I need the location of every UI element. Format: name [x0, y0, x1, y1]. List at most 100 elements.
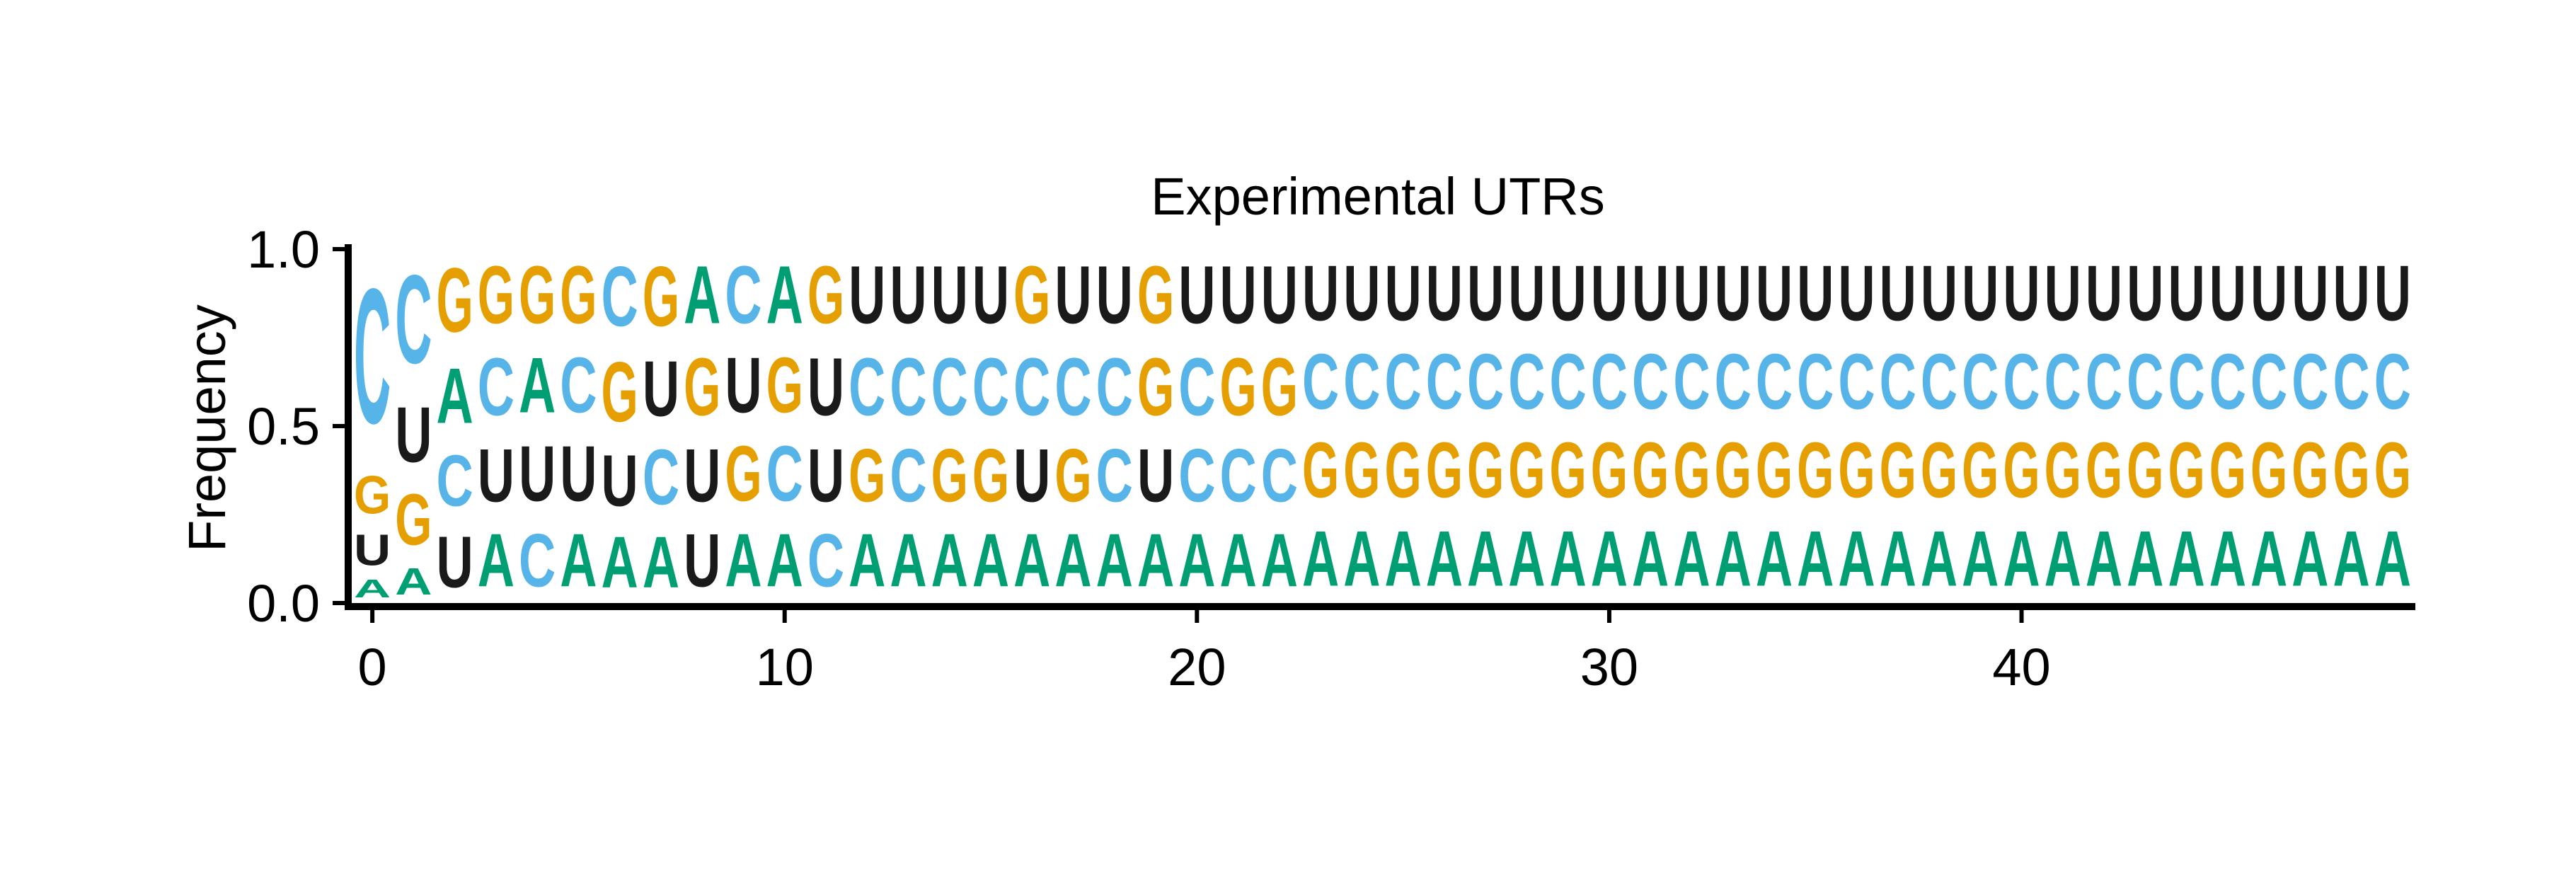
logo-letter-A: A — [602, 522, 638, 602]
logo-letter-C: C — [1096, 433, 1133, 518]
chart-title: Experimental UTRs — [1151, 167, 1605, 226]
logo-letter-A: A — [643, 522, 679, 602]
logo-letter-G: G — [1054, 432, 1091, 517]
logo-letter-U: U — [2003, 249, 2040, 338]
logo-letter-U: U — [2127, 249, 2163, 338]
logo-letter-U: U — [1508, 249, 1545, 338]
logo-letter-A: A — [684, 249, 720, 341]
logo-letter-C: C — [1013, 341, 1050, 433]
logo-letter-C: C — [849, 341, 885, 433]
logo-letter-G: G — [2333, 426, 2369, 515]
logo-letter-C: C — [1343, 338, 1380, 426]
logo-letter-U: U — [354, 526, 391, 575]
logo-letter-C: C — [1880, 338, 1916, 426]
logo-letter-G: G — [1385, 426, 1422, 515]
logo-letter-U: U — [1426, 249, 1463, 338]
logo-letter-A: A — [1673, 515, 1710, 603]
logo-letter-A: A — [1591, 515, 1628, 603]
logo-letter-G: G — [437, 249, 473, 351]
logo-letter-A: A — [931, 518, 968, 603]
logo-letter-A: A — [1797, 515, 1834, 603]
logo-letter-C: C — [519, 518, 556, 603]
logo-letter-U: U — [807, 341, 844, 433]
logo-letter-G: G — [1550, 426, 1587, 515]
logo-letter-C: C — [1219, 433, 1256, 518]
logo-letter-G: G — [1219, 341, 1256, 433]
y-tick-label: 0.5 — [247, 397, 320, 456]
logo-letter-A: A — [2374, 515, 2411, 603]
logo-letter-C: C — [2168, 338, 2204, 426]
logo-letter-A: A — [890, 518, 926, 603]
logo-letter-U: U — [1756, 249, 1793, 338]
logo-letter-C: C — [1591, 338, 1628, 426]
logo-letter-C: C — [354, 249, 391, 464]
logo-letter-G: G — [1838, 426, 1875, 515]
logo-letter-A: A — [1756, 515, 1793, 603]
logo-letter-U: U — [1385, 249, 1422, 338]
logo-letter-C: C — [1673, 338, 1710, 426]
logo-letter-A: A — [354, 575, 391, 603]
logo-letter-U: U — [1302, 249, 1339, 338]
logo-letter-G: G — [2127, 426, 2163, 515]
x-tick-label: 0 — [358, 638, 387, 696]
logo-letter-C: C — [1385, 338, 1422, 426]
logo-letter-C: C — [643, 433, 679, 522]
logo-letter-G: G — [1962, 426, 1999, 515]
logo-letter-U: U — [1178, 249, 1215, 341]
logo-letter-A: A — [2209, 515, 2246, 603]
logo-letter-U: U — [2374, 249, 2411, 338]
logo-letter-C: C — [1178, 433, 1215, 518]
y-tick-label: 0.0 — [247, 574, 320, 633]
logo-letter-C: C — [972, 341, 1009, 433]
logo-letter-C: C — [1797, 338, 1834, 426]
logo-letter-U: U — [519, 430, 556, 518]
logo-letter-C: C — [766, 430, 803, 518]
logo-letter-U: U — [1550, 249, 1587, 338]
logo-letter-A: A — [1632, 515, 1669, 603]
x-tick-label: 30 — [1580, 638, 1638, 696]
logo-letter-G: G — [2168, 426, 2204, 515]
logo-letter-A: A — [2003, 515, 2040, 603]
x-tick-label: 40 — [1992, 638, 2050, 696]
logo-letter-A: A — [560, 518, 597, 603]
logo-letter-G: G — [1137, 249, 1174, 341]
logo-letter-C: C — [2333, 338, 2369, 426]
logo-letter-C: C — [931, 341, 968, 433]
logo-letter-U: U — [1591, 249, 1628, 338]
y-axis-label: Frequency — [178, 304, 236, 552]
logo-letter-G: G — [1302, 426, 1339, 515]
axes — [345, 244, 2415, 610]
logo-letter-G: G — [643, 249, 679, 345]
logo-letter-G: G — [1673, 426, 1710, 515]
logo-letter-A: A — [1261, 518, 1298, 603]
logo-letter-G: G — [1343, 426, 1380, 515]
logo-letter-C: C — [725, 249, 761, 341]
logo-letter-G: G — [354, 466, 391, 526]
logo-letter-A: A — [1096, 518, 1133, 603]
logo-letter-U: U — [1921, 249, 1957, 338]
logo-letter-A: A — [1962, 515, 1999, 603]
logo-letter-U: U — [437, 522, 473, 602]
logo-letter-C: C — [2292, 338, 2328, 426]
logo-letter-U: U — [2250, 249, 2287, 338]
logo-letter-U: U — [2333, 249, 2369, 338]
logo-letter-A: A — [2045, 515, 2081, 603]
logo-letter-U: U — [2292, 249, 2328, 338]
plot-area: AUGCAGUCUCAGAUCGCUAGAUCGAUGCACUGUUGAAGUC… — [354, 249, 2411, 604]
logo-letter-C: C — [1508, 338, 1545, 426]
logo-letter-C: C — [2127, 338, 2163, 426]
logo-letter-A: A — [1880, 515, 1916, 603]
logo-letter-G: G — [766, 341, 803, 430]
logo-letter-G: G — [725, 430, 761, 518]
logo-letter-G: G — [931, 432, 968, 517]
logo-letter-U: U — [849, 249, 885, 341]
logo-letter-A: A — [1343, 515, 1380, 603]
logo-letter-C: C — [1302, 338, 1339, 426]
logo-letter-A: A — [437, 352, 473, 440]
logo-letter-A: A — [1178, 518, 1215, 603]
logo-letter-A: A — [519, 341, 556, 430]
logo-letter-G: G — [1261, 341, 1298, 433]
logo-letter-G: G — [2086, 426, 2122, 515]
logo-letter-C: C — [2045, 338, 2081, 426]
logo-letter-G: G — [519, 249, 556, 341]
